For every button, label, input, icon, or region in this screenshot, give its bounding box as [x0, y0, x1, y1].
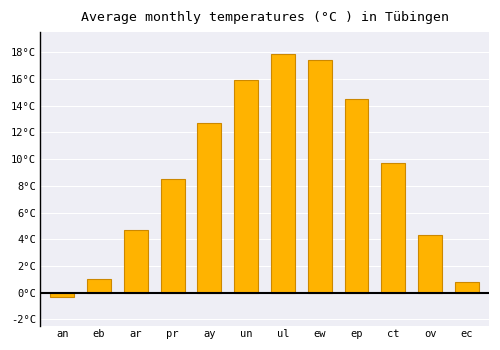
Bar	[344, 99, 368, 293]
Bar	[271, 54, 295, 293]
Bar	[87, 279, 111, 293]
Title: Average monthly temperatures (°C ) in Tübingen: Average monthly temperatures (°C ) in Tü…	[80, 11, 448, 24]
Bar	[124, 230, 148, 293]
Bar	[234, 80, 258, 293]
Bar	[198, 123, 222, 293]
Bar	[160, 179, 184, 293]
Bar	[308, 60, 332, 293]
Bar	[455, 282, 479, 293]
Bar	[50, 293, 74, 297]
Bar	[382, 163, 405, 293]
Bar	[418, 235, 442, 293]
